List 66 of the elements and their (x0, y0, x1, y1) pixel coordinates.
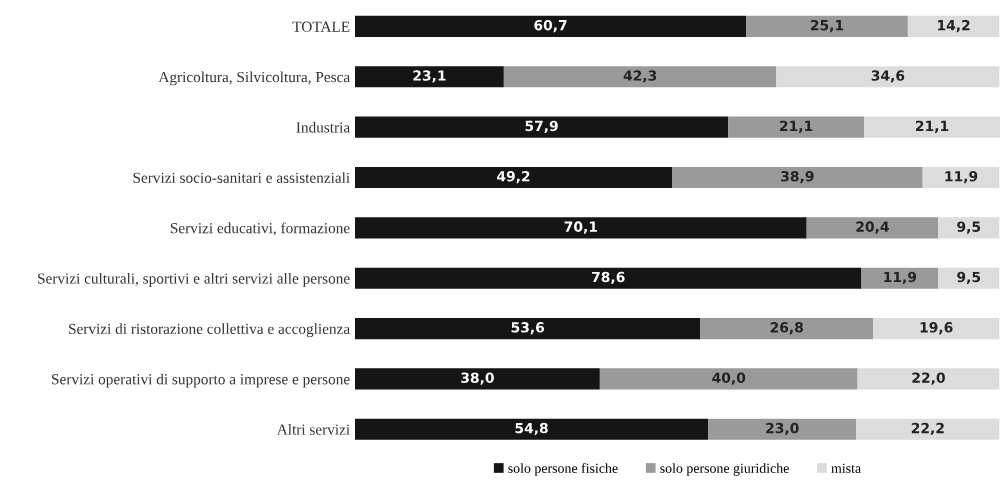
bar (672, 166, 923, 189)
data-label: 19,6 (920, 322, 953, 335)
y-tick-label: Agricoltura, Silvicoltura, Pesca (158, 71, 350, 86)
bar (355, 166, 673, 189)
data-label: 22,2 (911, 422, 944, 436)
y-tick-label: Industria (296, 121, 350, 133)
bar (873, 318, 1000, 340)
bar (355, 267, 862, 289)
data-label: 23,0 (766, 422, 799, 436)
y-tick-label: TOTALE (292, 21, 350, 32)
data-label: 38,0 (461, 372, 494, 385)
bar (728, 116, 865, 138)
data-label: 49,2 (497, 171, 530, 184)
data-label: 42,3 (623, 70, 657, 83)
data-label: 9,5 (957, 221, 981, 234)
bar (355, 368, 600, 390)
data-label: 38,9 (781, 171, 814, 184)
data-label: 23,1 (413, 70, 446, 83)
data-label: 53,6 (511, 322, 545, 335)
bar (922, 166, 1000, 189)
bar (355, 318, 701, 340)
bar (746, 15, 908, 37)
y-tick-label: Servizi di ristorazione collettiva e accoglienza (69, 323, 350, 338)
y-tick-label: Servizi educativi, formazione (170, 222, 350, 236)
bar (776, 66, 1000, 88)
bar (503, 66, 777, 88)
data-label: 40,0 (712, 372, 746, 385)
bar (856, 418, 1000, 440)
bar (355, 66, 504, 88)
data-label: 34,6 (871, 70, 905, 83)
bar (355, 116, 729, 138)
y-tick-label: Altri servizi (276, 423, 350, 435)
data-label: 9,5 (957, 271, 981, 285)
bar (355, 418, 709, 440)
data-label: 25,1 (810, 19, 844, 33)
data-label: 57,9 (525, 120, 558, 133)
bar (938, 217, 1000, 239)
data-label: 70,1 (564, 221, 598, 234)
bar (355, 15, 747, 37)
data-label: 11,9 (945, 171, 978, 184)
bar (700, 318, 874, 340)
data-label: 14,2 (938, 19, 970, 33)
bar (806, 217, 939, 239)
data-label: 11,9 (884, 271, 917, 285)
bar (864, 116, 1000, 138)
data-label: 26,8 (770, 322, 803, 335)
data-label: 54,8 (515, 422, 548, 436)
y-tick-label: Servizi socio-sanitari e assistenziali (133, 172, 350, 183)
data-label: 21,1 (915, 120, 949, 133)
y-tick-label: Servizi operativi di supporto a imprese e persone (52, 373, 350, 388)
bar (599, 368, 858, 390)
bar (907, 15, 1000, 37)
bar (355, 217, 807, 239)
data-label: 78,6 (592, 271, 625, 285)
legend-label: solo persone fisiche (508, 463, 618, 476)
legend-label: mista (831, 463, 861, 473)
data-label: 20,4 (856, 221, 889, 234)
bar (861, 267, 939, 289)
data-label: 21,1 (780, 120, 813, 133)
legend-label: solo persone giuridiche (660, 463, 789, 476)
data-label: 22,0 (912, 372, 945, 385)
bar (708, 418, 857, 440)
bar (857, 368, 1000, 390)
bar (938, 267, 1000, 289)
y-tick-label: Servizi culturali, sportivi e altri servizi alle persone (38, 272, 350, 287)
data-label: 60,7 (534, 19, 567, 33)
